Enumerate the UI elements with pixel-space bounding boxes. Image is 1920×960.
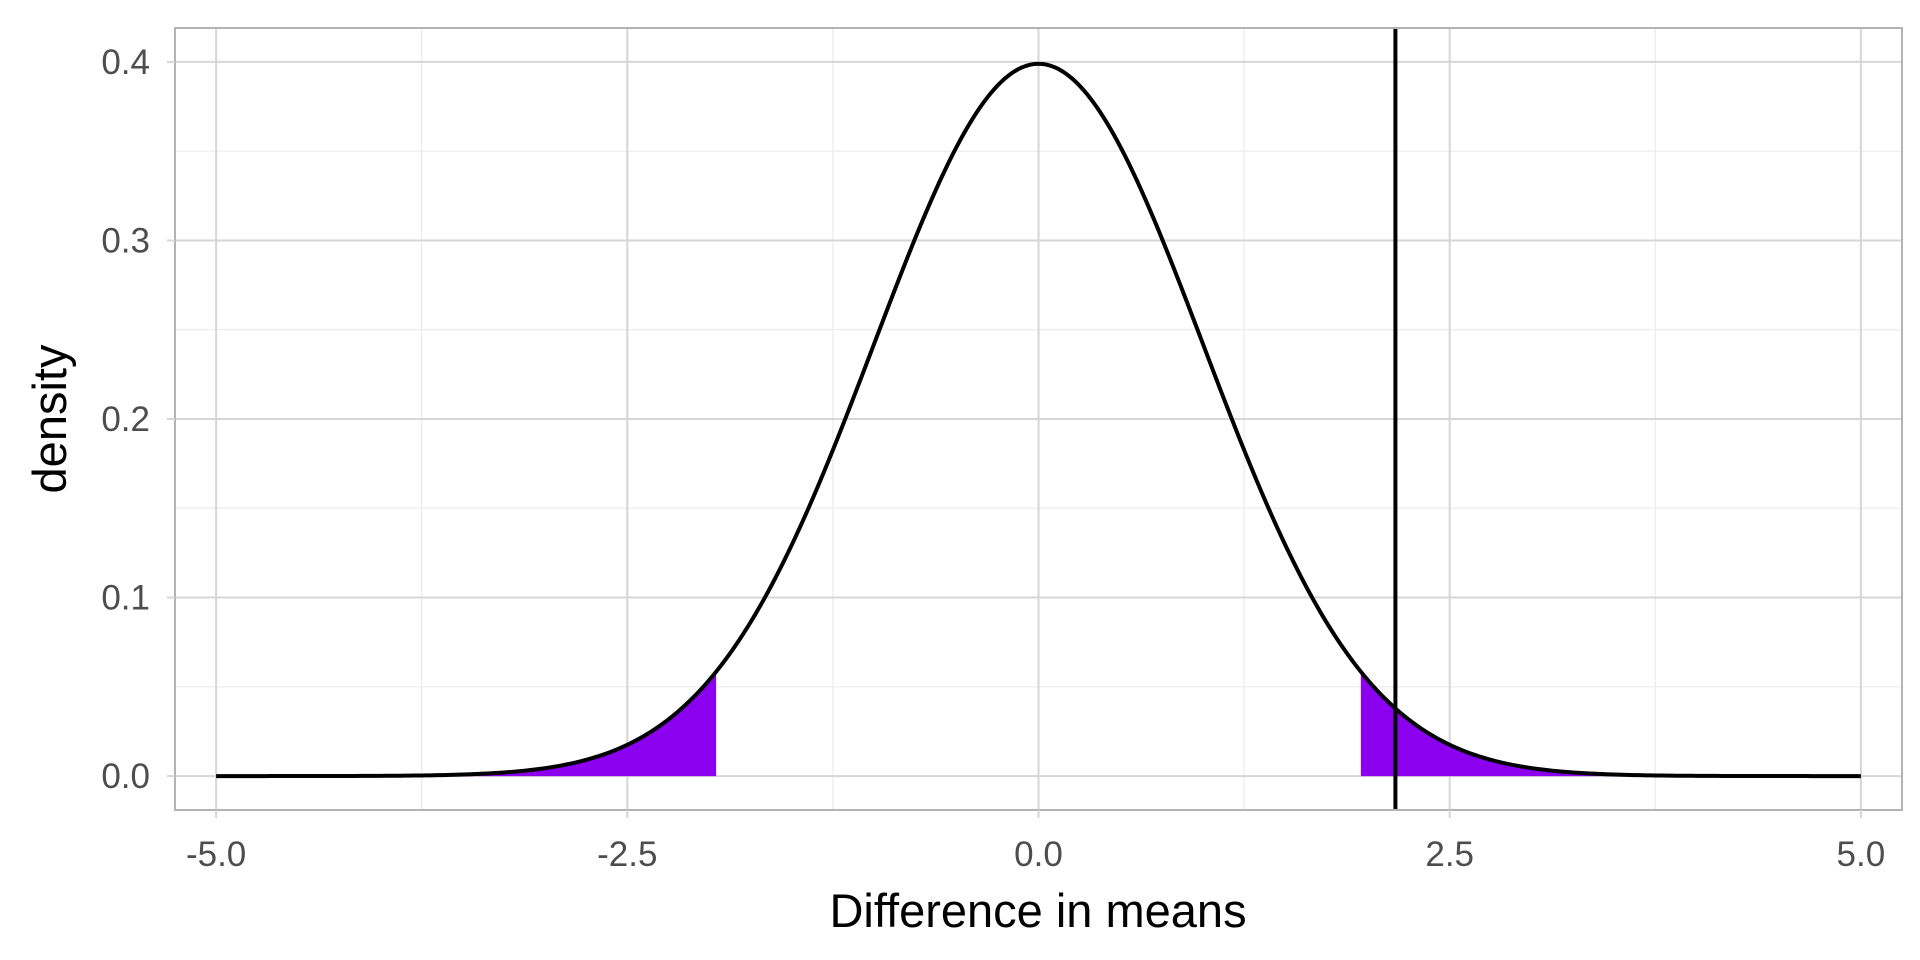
x-axis-ticks: -5.0 -2.5 0.0 2.5 5.0	[186, 810, 1885, 874]
y-tick-label: 0.1	[101, 579, 150, 618]
y-tick-label: 0.0	[101, 757, 150, 796]
x-tick-label: 0.0	[1014, 835, 1063, 874]
x-axis-title: Difference in means	[829, 884, 1246, 937]
rejection-regions	[216, 671, 1861, 777]
y-tick-label: 0.2	[101, 400, 150, 439]
left-tail-region	[216, 671, 717, 777]
x-tick-label: -2.5	[597, 835, 657, 874]
y-tick-label: 0.4	[101, 43, 150, 82]
y-axis-ticks: 0.0 0.1 0.2 0.3 0.4	[101, 43, 175, 796]
x-tick-label: 5.0	[1837, 835, 1886, 874]
x-tick-label: 2.5	[1425, 835, 1474, 874]
y-axis-title: density	[23, 344, 76, 493]
x-tick-label: -5.0	[186, 835, 246, 874]
density-curve-layer	[216, 61, 1861, 779]
y-tick-label: 0.3	[101, 221, 150, 260]
density-curve	[216, 61, 1861, 779]
right-tail-region	[1360, 671, 1861, 777]
major-gridlines	[175, 28, 1902, 810]
